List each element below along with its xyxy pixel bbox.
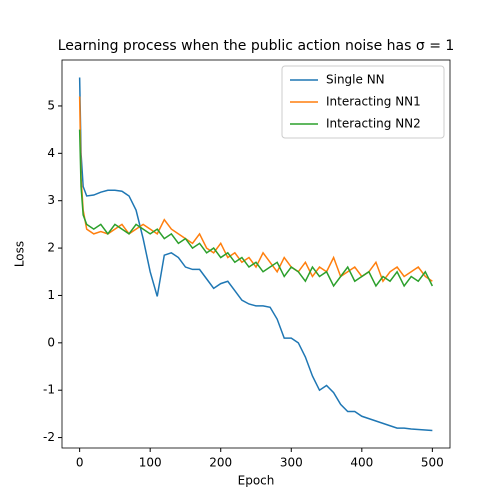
series-line	[78, 96, 433, 283]
plot-frame	[61, 59, 451, 449]
series-line	[78, 77, 433, 432]
y-axis-label: Loss	[13, 241, 27, 267]
legend-label: Interacting NN1	[326, 95, 421, 109]
legend: Single NN Interacting NN1 Interacting NN2	[281, 65, 445, 139]
y-tick-label: 2	[47, 241, 55, 255]
y-tick-label: 5	[47, 98, 55, 112]
legend-label: Interacting NN2	[326, 117, 421, 131]
y-tick-label: 1	[47, 288, 55, 302]
series-line	[78, 129, 434, 288]
x-tick-label: 100	[139, 456, 162, 470]
y-tick-label: 4	[47, 146, 55, 160]
legend-box	[281, 65, 445, 139]
x-tick-label: 400	[350, 456, 373, 470]
x-tick-label: 500	[421, 456, 444, 470]
x-tick-label: 200	[209, 456, 232, 470]
chart-title: Learning process when the public action …	[58, 38, 455, 54]
x-tick-label: 300	[280, 456, 303, 470]
legend-label: Single NN	[326, 73, 385, 87]
y-tick-label: -1	[43, 383, 55, 397]
x-axis-label: Epoch	[238, 474, 275, 488]
y-tick-label: -2	[43, 430, 55, 444]
y-tick-label: 3	[47, 193, 55, 207]
y-tick-label: 0	[47, 335, 55, 349]
x-tick-label: 0	[76, 456, 84, 470]
